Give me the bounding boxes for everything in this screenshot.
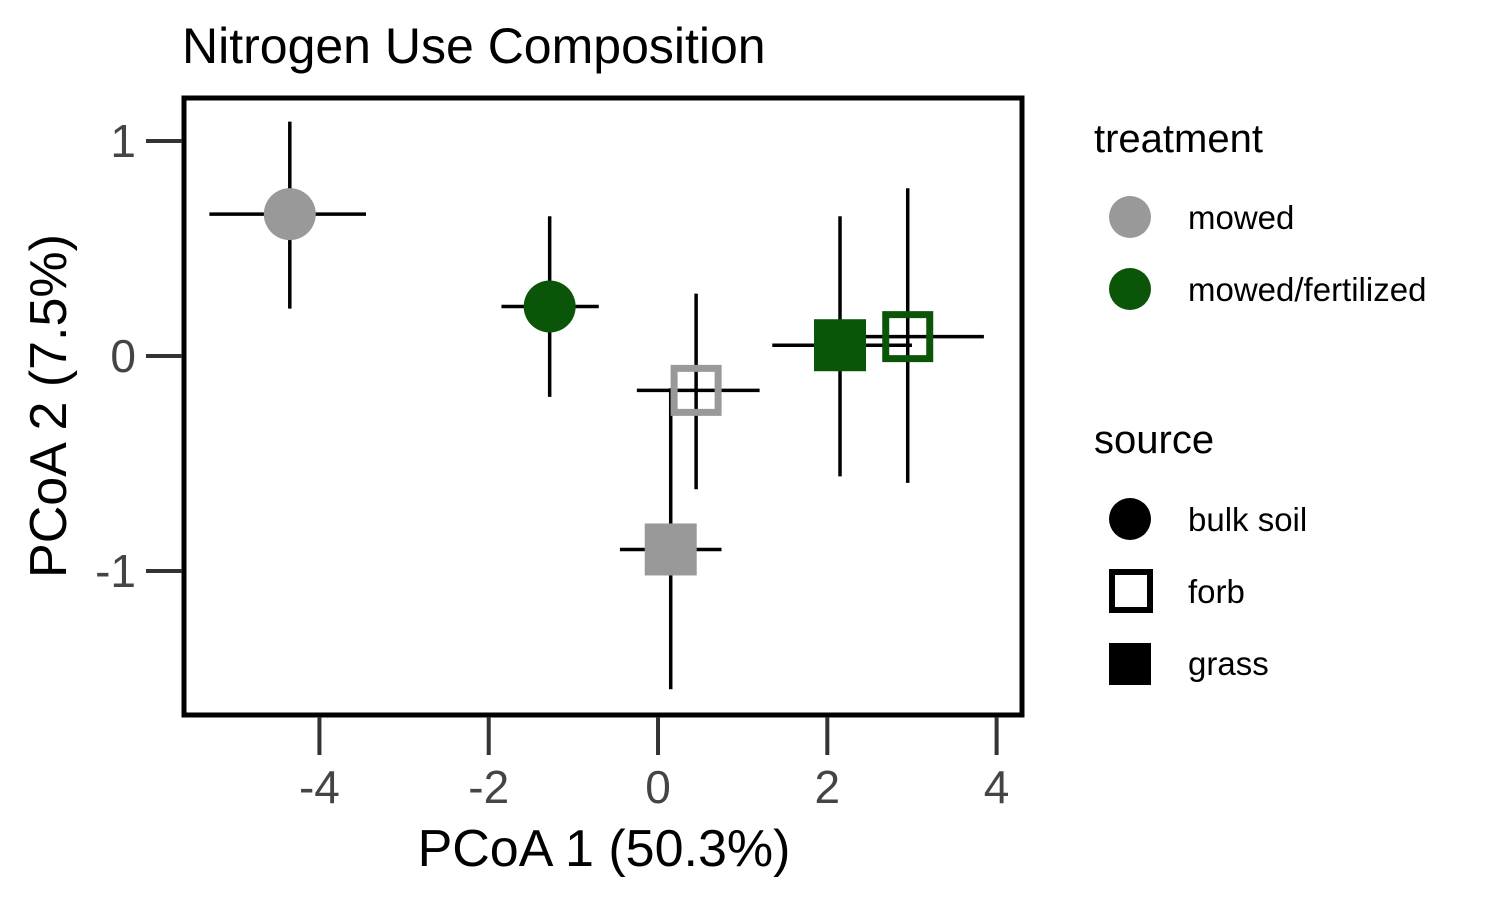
point-4-grass-marker <box>814 319 867 372</box>
legend-bulk-soil-label: bulk soil <box>1188 501 1307 538</box>
legend-mowed-symbol <box>1109 196 1151 238</box>
point-5-forb-marker <box>882 311 934 363</box>
point-1-bulk-soil-marker <box>523 280 576 333</box>
legend-forb-label: forb <box>1188 573 1245 610</box>
point-0-bulk-soil-marker <box>263 188 316 241</box>
y-tick-label-1: 0 <box>110 330 136 382</box>
legend-mowed-label: mowed <box>1188 199 1294 236</box>
x-tick-label-2: 0 <box>645 761 671 813</box>
legend-mowed-fertilized-symbol <box>1109 268 1151 310</box>
x-tick-label-1: -2 <box>468 761 509 813</box>
plot-border <box>181 95 1025 718</box>
x-tick-label-3: 2 <box>815 761 841 813</box>
legend-mowed-fertilized-label: mowed/fertilized <box>1188 271 1426 308</box>
x-tick-label-0: -4 <box>299 761 340 813</box>
plot-area: -4 -2 0 2 4 -1 0 1 <box>95 95 1025 813</box>
point-3-grass-marker <box>644 523 697 576</box>
legend-source-title: source <box>1094 418 1214 462</box>
legend-grass-label: grass <box>1188 645 1269 682</box>
y-tick-label-2: 1 <box>110 115 136 167</box>
chart-title: Nitrogen Use Composition <box>182 18 766 74</box>
legend-grass-symbol <box>1109 643 1151 685</box>
x-axis-title: PCoA 1 (50.3%) <box>418 820 791 878</box>
point-2-forb-marker <box>670 364 722 416</box>
legend-forb-symbol <box>1109 569 1153 613</box>
y-axis-title: PCoA 2 (7.5%) <box>20 234 78 578</box>
legend-bulk-soil-symbol <box>1109 498 1151 540</box>
y-tick-label-0: -1 <box>95 545 136 597</box>
legend: treatment mowed mowed/fertilized source … <box>1094 117 1426 685</box>
legend-treatment-title: treatment <box>1094 117 1263 161</box>
x-tick-label-4: 4 <box>984 761 1010 813</box>
